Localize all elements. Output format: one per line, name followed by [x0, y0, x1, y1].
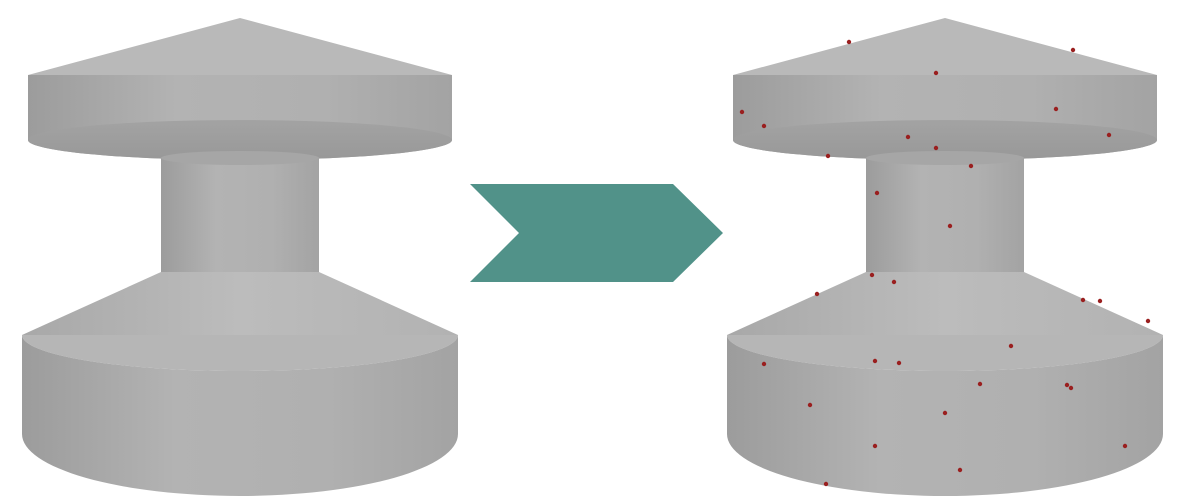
right-arrow-shape — [470, 184, 723, 282]
left-neck — [161, 151, 319, 279]
sample-point — [761, 123, 767, 129]
sample-point — [1053, 106, 1059, 112]
sample-point — [761, 361, 767, 367]
sample-point — [1106, 132, 1112, 138]
sample-point — [1064, 382, 1070, 388]
sample-point — [933, 70, 939, 76]
sample-point — [1068, 385, 1074, 391]
sample-point — [814, 291, 820, 297]
sample-point — [957, 467, 963, 473]
sample-point — [869, 272, 875, 278]
right-top-disc — [733, 18, 1157, 160]
right-base — [727, 272, 1163, 496]
right-neck — [866, 151, 1024, 279]
sample-point — [896, 360, 902, 366]
sample-point — [807, 402, 813, 408]
sample-point — [1080, 297, 1086, 303]
sample-point — [977, 381, 983, 387]
sample-point — [874, 190, 880, 196]
sample-point — [872, 358, 878, 364]
sample-point — [823, 481, 829, 487]
sample-point — [933, 145, 939, 151]
sample-point — [739, 109, 745, 115]
sample-point — [1145, 318, 1151, 324]
sample-point — [825, 153, 831, 159]
sample-points — [739, 39, 1151, 487]
sample-point — [846, 39, 852, 45]
sample-point — [968, 163, 974, 169]
sample-point — [1070, 47, 1076, 53]
sample-point — [947, 223, 953, 229]
right-part — [727, 18, 1163, 496]
sample-point — [872, 443, 878, 449]
sample-point — [942, 410, 948, 416]
left-top-disc — [28, 18, 452, 160]
sample-point — [1097, 298, 1103, 304]
left-base — [22, 272, 458, 496]
left-part — [22, 18, 458, 496]
sample-point — [891, 279, 897, 285]
sample-point — [905, 134, 911, 140]
sample-point — [1008, 343, 1014, 349]
sample-point — [1122, 443, 1128, 449]
